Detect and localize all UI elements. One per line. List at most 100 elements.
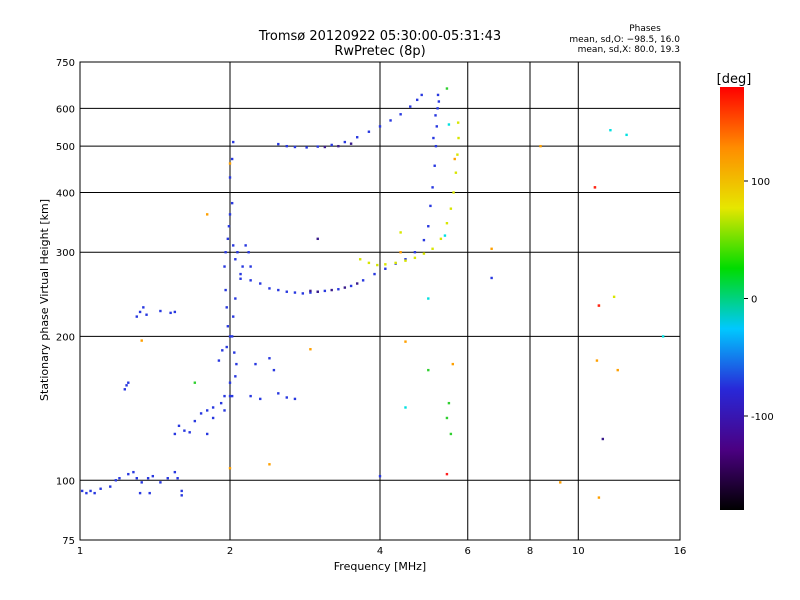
data-point xyxy=(378,474,382,478)
x-tick-label: 6 xyxy=(465,546,471,557)
y-tick-label: 750 xyxy=(56,58,75,69)
data-point xyxy=(427,368,430,372)
data-point xyxy=(205,213,209,216)
data-point xyxy=(223,265,226,268)
x-tick-label: 2 xyxy=(227,546,233,557)
plot-grid xyxy=(80,62,680,540)
data-point xyxy=(224,288,227,292)
data-point xyxy=(140,339,143,342)
x-tick-label: 10 xyxy=(572,546,585,557)
data-point xyxy=(219,401,223,405)
data-point xyxy=(343,140,347,144)
data-point xyxy=(661,335,665,338)
data-point xyxy=(225,306,228,309)
data-point xyxy=(445,87,449,90)
data-point xyxy=(445,222,449,225)
data-point xyxy=(99,487,102,490)
data-point xyxy=(277,142,280,146)
data-point xyxy=(224,251,227,254)
data-point xyxy=(456,153,459,156)
data-point xyxy=(349,284,353,288)
data-point xyxy=(159,309,162,313)
data-point xyxy=(367,130,371,133)
data-point xyxy=(228,213,232,216)
y-tick-label: 100 xyxy=(56,476,75,487)
data-point xyxy=(241,265,244,268)
data-point xyxy=(259,397,262,401)
data-point xyxy=(597,496,601,499)
y-tick-label: 400 xyxy=(56,188,75,199)
data-point xyxy=(451,362,455,366)
data-point xyxy=(609,128,612,132)
data-point xyxy=(232,315,235,318)
data-point xyxy=(323,145,327,149)
data-point xyxy=(205,409,209,412)
data-point xyxy=(316,290,319,293)
data-point xyxy=(80,489,84,493)
data-point xyxy=(228,162,232,165)
data-point xyxy=(404,340,407,343)
data-point xyxy=(140,481,143,484)
data-point xyxy=(169,311,172,315)
data-point xyxy=(309,289,312,293)
data-point xyxy=(272,368,276,372)
data-point xyxy=(118,477,121,480)
data-point xyxy=(355,282,359,285)
data-point xyxy=(316,237,319,241)
data-point xyxy=(211,406,215,409)
data-point xyxy=(422,238,426,242)
data-point xyxy=(376,263,379,267)
data-point xyxy=(330,288,333,292)
data-point xyxy=(316,145,319,148)
data-point xyxy=(205,432,209,436)
data-point xyxy=(235,362,238,366)
y-tick-label: 500 xyxy=(56,142,75,153)
data-point xyxy=(173,432,177,436)
data-point xyxy=(249,265,252,268)
data-point xyxy=(413,251,417,254)
data-point xyxy=(226,325,230,328)
data-point xyxy=(593,186,597,189)
data-point xyxy=(127,472,130,476)
data-point xyxy=(384,263,387,266)
y-axis-label: Stationary phase Virtual Height [km] xyxy=(38,199,51,401)
data-point xyxy=(173,310,177,314)
data-point xyxy=(230,394,234,398)
data-point xyxy=(625,133,628,137)
data-point xyxy=(355,136,359,139)
data-point xyxy=(230,157,234,161)
data-point xyxy=(367,261,371,265)
data-point xyxy=(456,121,460,124)
data-point xyxy=(89,489,92,493)
data-point xyxy=(159,481,162,484)
data-point xyxy=(457,136,460,140)
colorbar-tick-label: 0 xyxy=(751,295,757,306)
colorbar xyxy=(720,87,744,510)
data-point xyxy=(404,258,407,261)
data-point xyxy=(223,394,226,398)
data-point xyxy=(439,237,443,241)
data-point xyxy=(135,477,138,480)
data-point xyxy=(415,98,419,102)
data-point xyxy=(601,437,605,441)
data-point xyxy=(435,125,438,128)
data-point xyxy=(399,113,402,116)
data-point xyxy=(233,351,236,354)
x-tick-label: 4 xyxy=(377,546,383,557)
data-point xyxy=(378,125,382,128)
data-point xyxy=(193,419,197,423)
x-tick-label: 8 xyxy=(527,546,533,557)
data-point xyxy=(453,157,456,161)
colorbar-ticks: 100 0 -100 xyxy=(744,177,774,423)
data-point xyxy=(166,477,169,480)
data-point xyxy=(142,306,145,309)
data-point xyxy=(254,362,257,366)
data-point xyxy=(226,237,230,241)
data-point xyxy=(434,114,437,117)
data-point xyxy=(433,164,436,167)
data-point xyxy=(146,477,150,480)
chart-subtitle: RwPretec (8p) xyxy=(334,44,425,59)
data-point xyxy=(384,267,387,270)
data-point xyxy=(293,145,297,149)
chart-title: Tromsø 20120922 05:30:00-05:31:43 xyxy=(258,29,501,44)
